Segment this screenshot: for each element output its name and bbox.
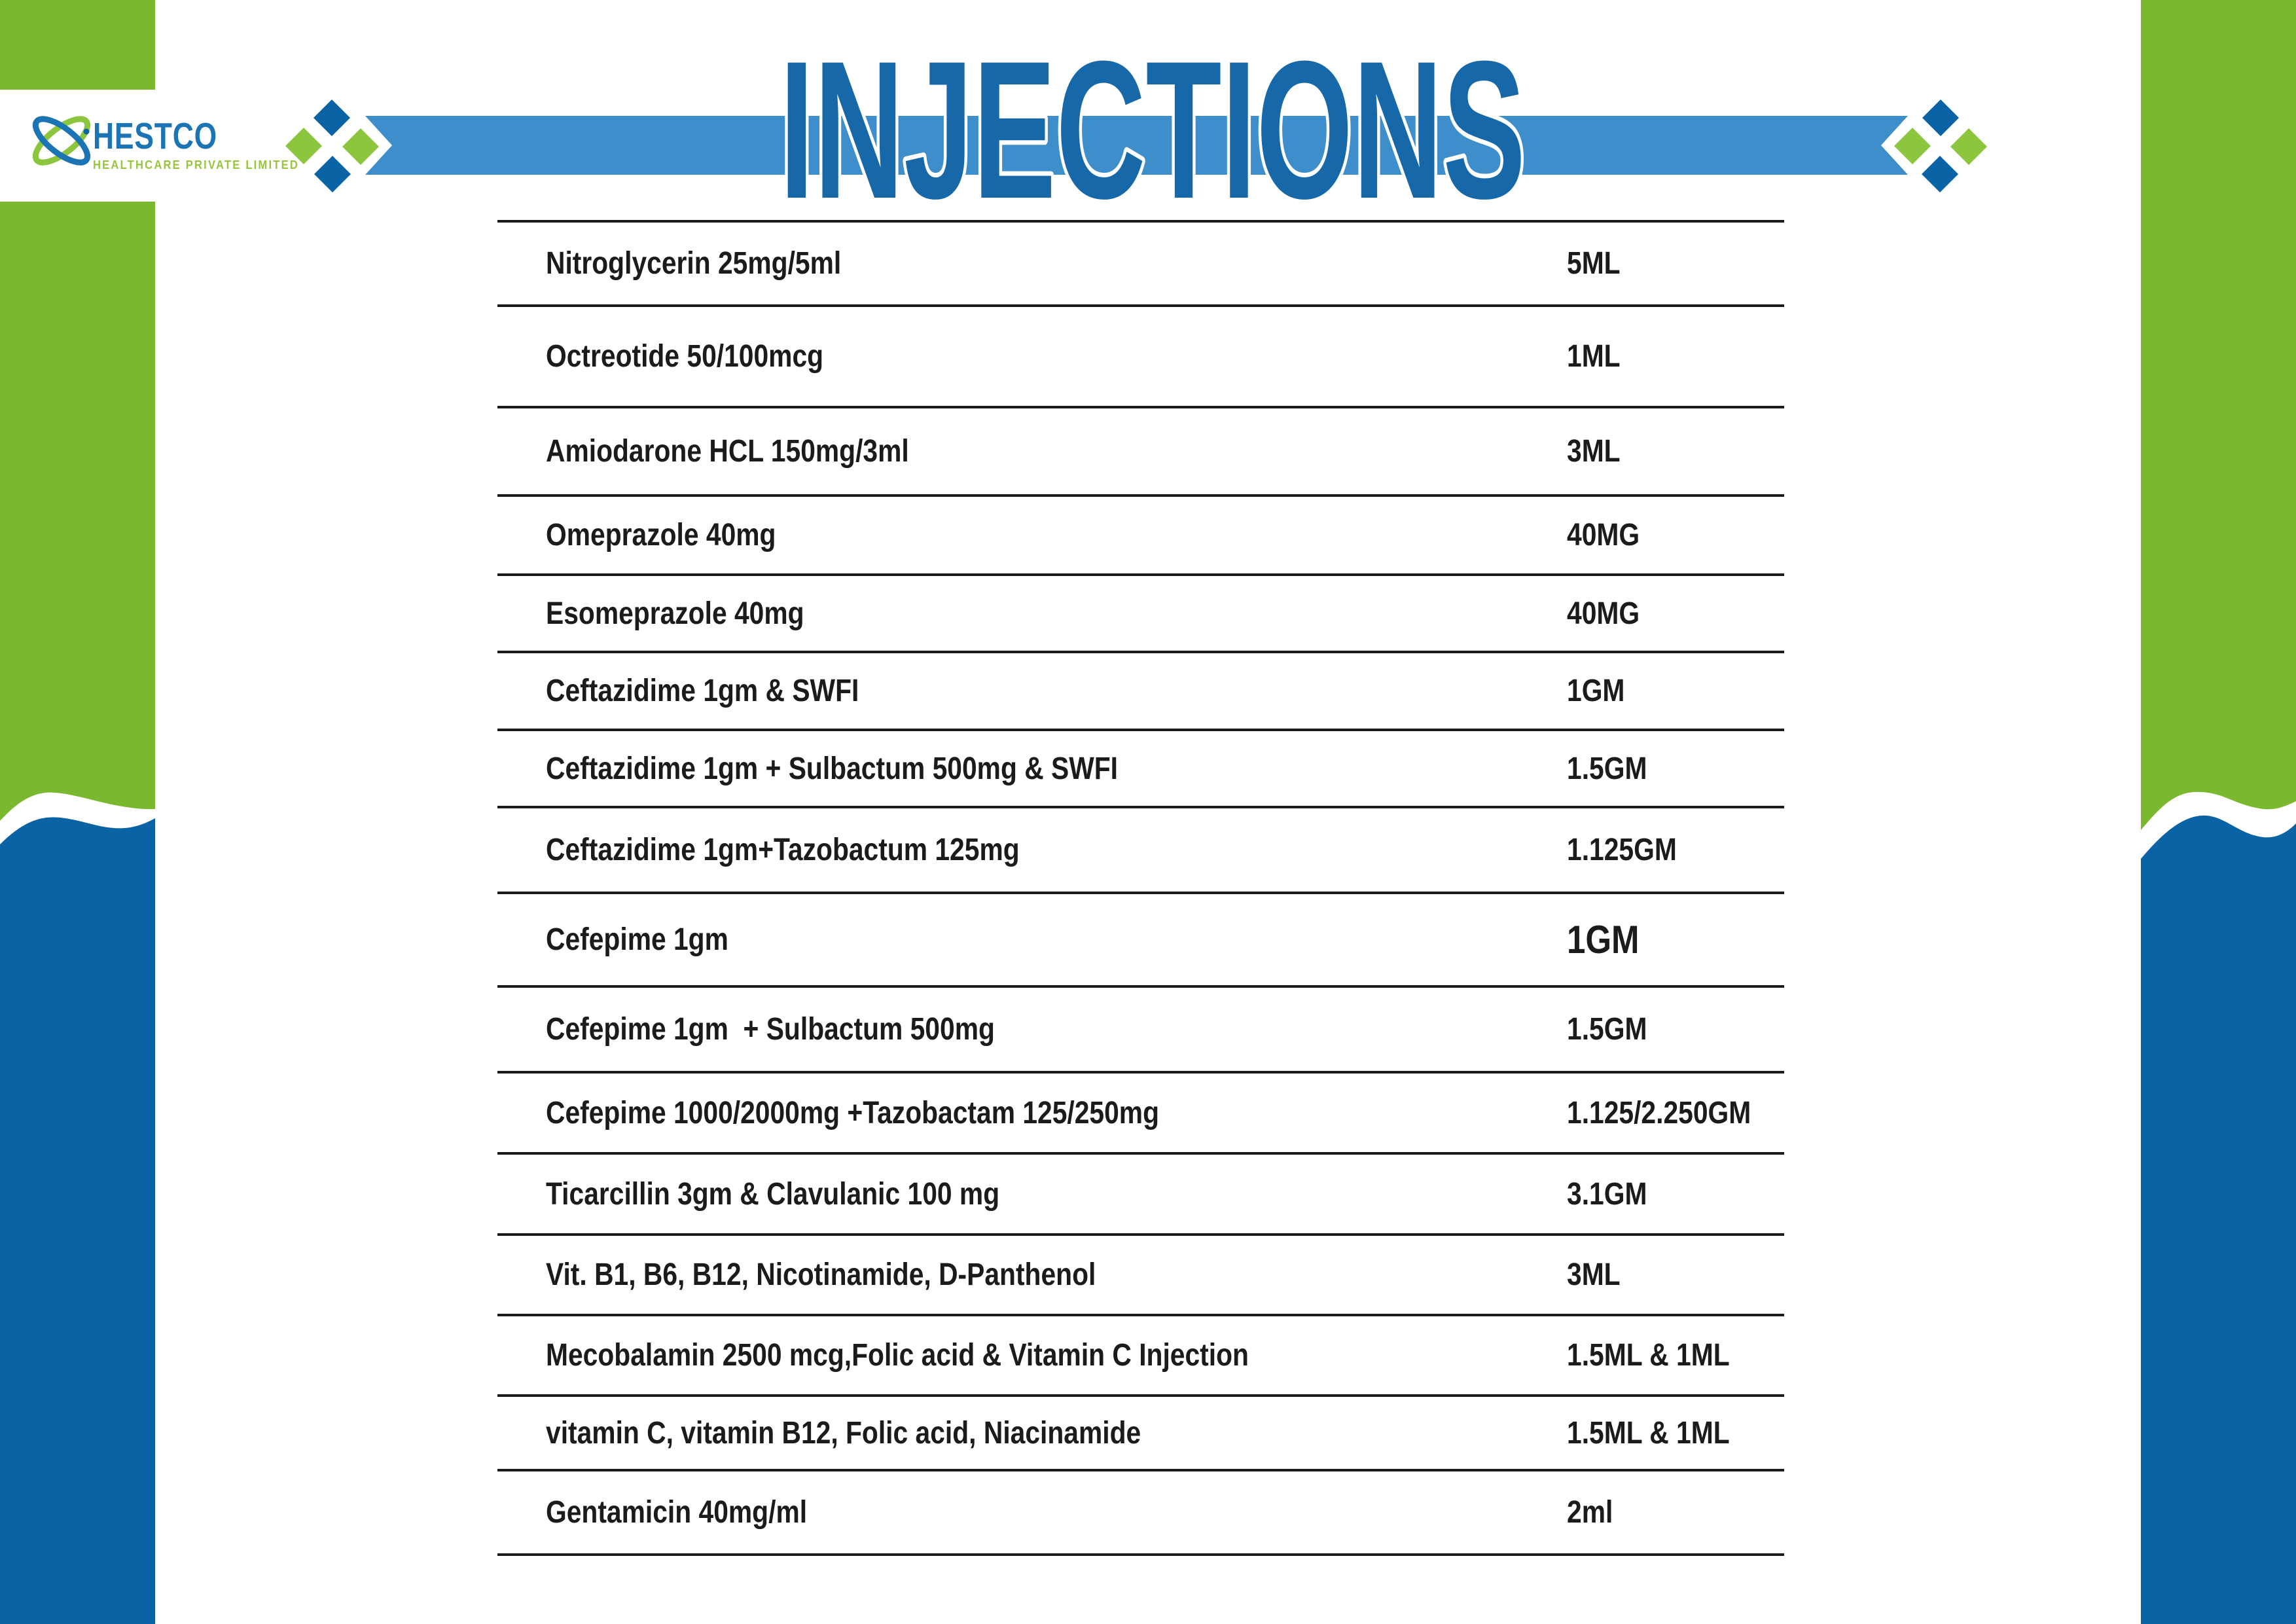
- page-title: INJECTIONS: [780, 20, 1526, 240]
- drug-name: Esomeprazole 40mg: [546, 596, 804, 631]
- drug-name: Nitroglycerin 25mg/5ml: [546, 246, 842, 281]
- drug-quantity: 1.125GM: [1567, 833, 1677, 867]
- drug-name: Ceftazidime 1gm + Sulbactum 500mg & SWFI: [546, 751, 1118, 786]
- table-row: Ticarcillin 3gm & Clavulanic 100 mg 3.1G…: [497, 1152, 1784, 1233]
- drug-name: Gentamicin 40mg/ml: [546, 1495, 808, 1530]
- logo-orbit-green: [32, 116, 91, 166]
- diamond-icon: [342, 128, 379, 165]
- drug-name: Mecobalamin 2500 mcg,Folic acid & Vitami…: [546, 1338, 1249, 1373]
- logo-wordmark: HESTCO: [93, 115, 217, 157]
- table-row: Octreotide 50/100mcg 1ML: [497, 304, 1784, 406]
- drug-quantity: 1.5ML & 1ML: [1567, 1415, 1730, 1451]
- drug-name: Amiodarone HCL 150mg/3ml: [546, 434, 909, 469]
- drug-name: Ceftazidime 1gm+Tazobactum 125mg: [546, 833, 1020, 867]
- table-row: Mecobalamin 2500 mcg,Folic acid & Vitami…: [497, 1314, 1784, 1394]
- drug-name: Cefepime 1gm + Sulbactum 500mg: [546, 1012, 995, 1047]
- diamond-icon: [1950, 128, 1987, 165]
- table-row: Cefepime 1gm 1GM: [497, 892, 1784, 985]
- drug-quantity: 5ML: [1567, 246, 1621, 281]
- drug-name: vitamin C, vitamin B12, Folic acid, Niac…: [546, 1415, 1141, 1451]
- drug-quantity: 1.5GM: [1567, 751, 1647, 786]
- table-row: Esomeprazole 40mg 40MG: [497, 573, 1784, 651]
- table-row: Cefepime 1gm + Sulbactum 500mg 1.5GM: [497, 985, 1784, 1071]
- table-row: Ceftazidime 1gm & SWFI 1GM: [497, 651, 1784, 729]
- drug-quantity: 2ml: [1567, 1495, 1613, 1530]
- diamond-cluster-left: [285, 99, 379, 192]
- drug-quantity: 3.1GM: [1567, 1176, 1647, 1212]
- table-row: Amiodarone HCL 150mg/3ml 3ML: [497, 406, 1784, 494]
- left-blue-bar: [0, 817, 155, 1624]
- drug-quantity: 1.5ML & 1ML: [1567, 1338, 1730, 1373]
- table-row: Cefepime 1000/2000mg +Tazobactam 125/250…: [497, 1071, 1784, 1152]
- table-row: Omeprazole 40mg 40MG: [497, 494, 1784, 573]
- hestco-logo-icon: [32, 116, 91, 166]
- left-green-bar-top: [0, 0, 155, 90]
- table-row: Ceftazidime 1gm+Tazobactum 125mg 1.125GM: [497, 806, 1784, 892]
- logo-orbit-blue: [32, 116, 91, 166]
- drug-quantity: 40MG: [1567, 518, 1640, 552]
- drug-name: Ceftazidime 1gm & SWFI: [546, 674, 859, 708]
- diamond-icon: [1922, 156, 1958, 192]
- diamond-icon: [285, 128, 322, 164]
- table-row: Vit. B1, B6, B12, Nicotinamide, D-Panthe…: [497, 1233, 1784, 1314]
- drug-name: Cefepime 1gm: [546, 922, 728, 957]
- drug-quantity: 40MG: [1567, 596, 1640, 631]
- table-row: Nitroglycerin 25mg/5ml 5ML: [497, 220, 1784, 304]
- table-row: vitamin C, vitamin B12, Folic acid, Niac…: [497, 1394, 1784, 1469]
- drug-name: Ticarcillin 3gm & Clavulanic 100 mg: [546, 1176, 1000, 1212]
- table-row: Gentamicin 40mg/ml 2ml: [497, 1469, 1784, 1553]
- diamond-icon: [314, 99, 350, 136]
- drug-quantity: 1GM: [1567, 674, 1625, 708]
- drug-table: Nitroglycerin 25mg/5ml 5ML Octreotide 50…: [497, 220, 1784, 1556]
- logo-tagline: HEALTHCARE PRIVATE LIMITED: [93, 158, 300, 171]
- diamond-cluster-right: [1894, 99, 1987, 192]
- diamond-icon: [1894, 128, 1931, 164]
- drug-name: Cefepime 1000/2000mg +Tazobactam 125/250…: [546, 1095, 1160, 1130]
- hestco-logo: HESTCO HEALTHCARE PRIVATE LIMITED: [93, 118, 317, 171]
- title-ribbon: [365, 116, 1908, 175]
- drug-quantity: 3ML: [1567, 1257, 1621, 1292]
- drug-quantity: 1ML: [1567, 339, 1621, 374]
- drug-quantity: 1.125/2.250GM: [1567, 1095, 1751, 1130]
- table-row: Ceftazidime 1gm + Sulbactum 500mg & SWFI…: [497, 729, 1784, 806]
- drug-quantity: 3ML: [1567, 434, 1621, 469]
- drug-quantity: 1GM: [1567, 918, 1640, 962]
- drug-name: Vit. B1, B6, B12, Nicotinamide, D-Panthe…: [546, 1257, 1096, 1292]
- left-green-bar: [0, 202, 155, 821]
- drug-name: Octreotide 50/100mcg: [546, 339, 824, 374]
- logo-electron-dot: [83, 128, 90, 135]
- right-green-bar: [2141, 0, 2296, 830]
- drug-quantity: 1.5GM: [1567, 1012, 1647, 1047]
- drug-name: Omeprazole 40mg: [546, 518, 776, 552]
- diamond-icon: [1922, 99, 1959, 136]
- diamond-icon: [314, 156, 351, 192]
- right-blue-bar: [2141, 815, 2296, 1624]
